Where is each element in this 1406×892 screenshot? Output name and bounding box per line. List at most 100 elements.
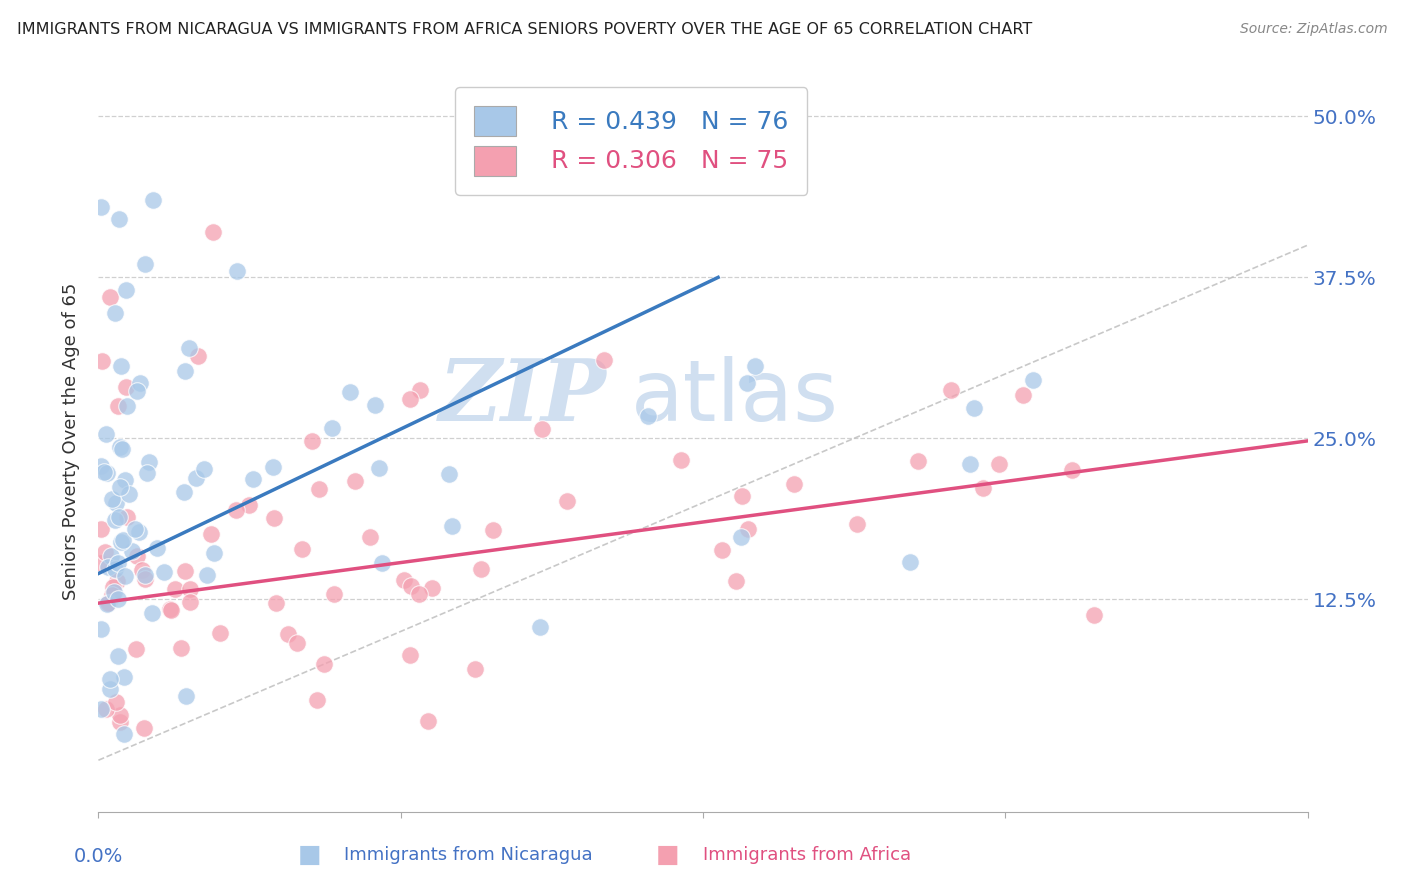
Point [107, 557, 129, 571]
Point [408, 587, 430, 601]
Point [730, 530, 752, 544]
Point [437, 467, 460, 481]
Point [225, 264, 247, 278]
Point [114, 568, 136, 582]
Point [104, 513, 127, 527]
Point [225, 502, 247, 516]
Point [179, 595, 201, 609]
Point [555, 494, 578, 508]
Point [963, 401, 986, 415]
Point [107, 649, 129, 664]
Point [101, 492, 124, 507]
Point [174, 363, 197, 377]
Point [711, 543, 734, 558]
Text: IMMIGRANTS FROM NICARAGUA VS IMMIGRANTS FROM AFRICA SENIORS POVERTY OVER THE AGE: IMMIGRANTS FROM NICARAGUA VS IMMIGRANTS … [17, 22, 1032, 37]
Point [321, 421, 343, 435]
Point [193, 462, 215, 476]
Text: ■: ■ [298, 843, 321, 866]
Point [97, 559, 120, 574]
Point [110, 714, 132, 729]
Point [367, 461, 389, 475]
Point [90, 702, 112, 716]
Point [90, 200, 112, 214]
Point [134, 573, 156, 587]
Point [208, 625, 231, 640]
Point [107, 510, 129, 524]
Point [307, 693, 329, 707]
Point [101, 581, 124, 595]
Point [97, 596, 120, 610]
Point [110, 480, 132, 494]
Point [94, 702, 117, 716]
Text: ■: ■ [657, 843, 679, 866]
Point [93, 465, 115, 479]
Point [110, 359, 132, 373]
Point [482, 524, 505, 538]
Point [263, 510, 285, 524]
Text: Immigrants from Nicaragua: Immigrants from Nicaragua [344, 846, 593, 863]
Point [94, 426, 117, 441]
Point [160, 602, 183, 616]
Point [201, 225, 224, 239]
Point [359, 529, 381, 543]
Point [420, 581, 443, 595]
Point [173, 564, 195, 578]
Point [128, 524, 150, 539]
Point [401, 578, 423, 592]
Point [301, 434, 323, 448]
Point [344, 475, 367, 489]
Point [110, 440, 132, 454]
Point [146, 541, 169, 555]
Point [174, 689, 197, 703]
Point [159, 602, 181, 616]
Point [202, 546, 225, 560]
Point [179, 582, 201, 596]
Point [134, 567, 156, 582]
Text: Immigrants from Africa: Immigrants from Africa [703, 846, 911, 863]
Point [731, 489, 754, 503]
Text: 0.0%: 0.0% [73, 847, 124, 866]
Point [138, 455, 160, 469]
Point [117, 399, 139, 413]
Point [110, 534, 132, 549]
Point [1083, 607, 1105, 622]
Point [592, 353, 614, 368]
Point [90, 354, 112, 368]
Point [107, 591, 129, 606]
Point [127, 549, 149, 564]
Point [111, 533, 134, 547]
Point [118, 487, 141, 501]
Point [94, 545, 117, 559]
Point [104, 695, 127, 709]
Point [98, 672, 121, 686]
Point [440, 519, 463, 533]
Point [131, 563, 153, 577]
Point [98, 290, 121, 304]
Point [100, 549, 122, 563]
Point [266, 595, 288, 609]
Point [470, 561, 492, 575]
Point [114, 380, 136, 394]
Point [108, 212, 131, 227]
Point [179, 341, 201, 355]
Text: Source: ZipAtlas.com: Source: ZipAtlas.com [1240, 22, 1388, 37]
Point [312, 657, 335, 671]
Point [988, 458, 1011, 472]
Point [416, 714, 439, 729]
Y-axis label: Seniors Poverty Over the Age of 65: Seniors Poverty Over the Age of 65 [62, 283, 80, 600]
Point [121, 544, 143, 558]
Point [200, 527, 222, 541]
Point [132, 721, 155, 735]
Point [128, 376, 150, 390]
Point [125, 641, 148, 656]
Point [111, 442, 134, 456]
Point [737, 522, 759, 536]
Point [96, 466, 118, 480]
Point [398, 648, 420, 662]
Point [371, 556, 394, 570]
Point [262, 460, 284, 475]
Point [104, 496, 127, 510]
Point [409, 383, 432, 397]
Point [136, 467, 159, 481]
Point [107, 399, 129, 413]
